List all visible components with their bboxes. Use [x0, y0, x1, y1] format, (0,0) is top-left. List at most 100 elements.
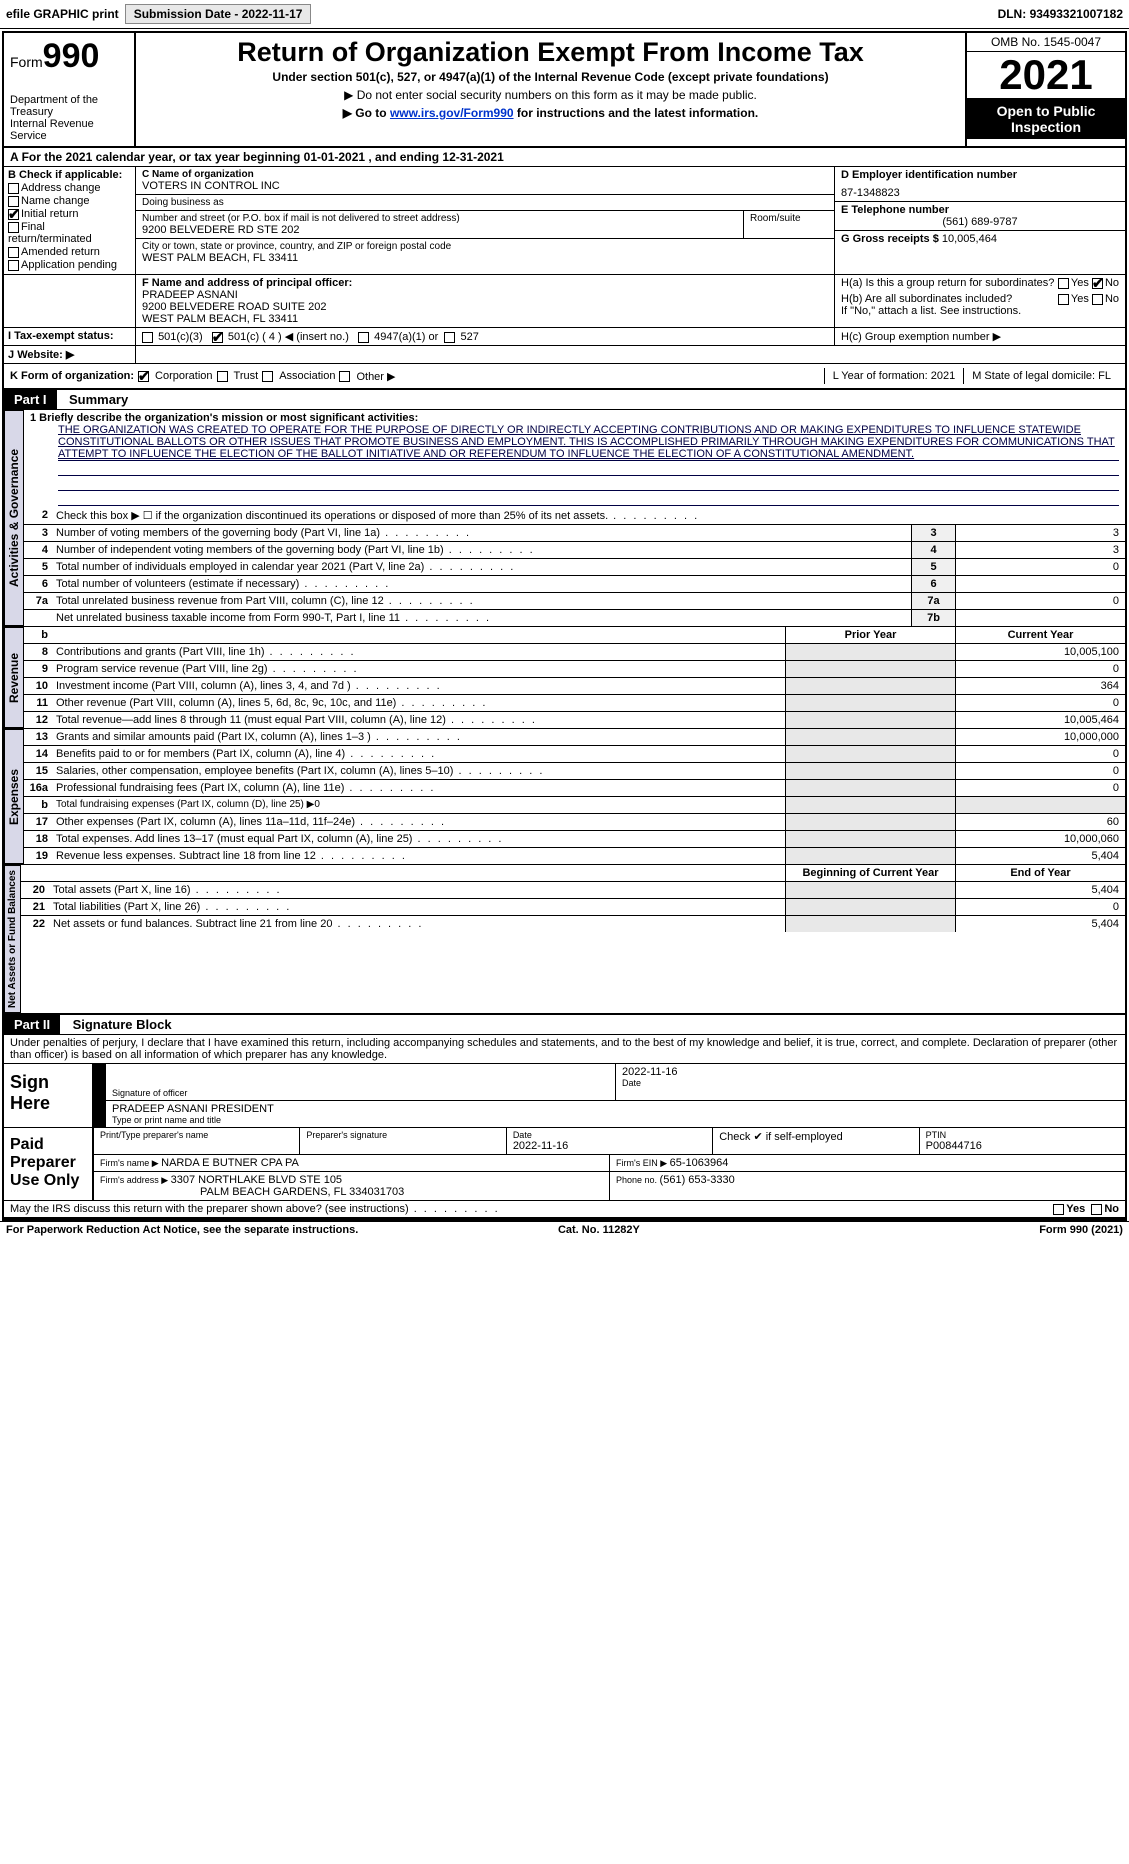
form-subtitle: Under section 501(c), 527, or 4947(a)(1)…: [144, 70, 957, 84]
website-label: J Website: ▶: [4, 346, 136, 363]
line-text: Total revenue—add lines 8 through 11 (mu…: [52, 712, 785, 728]
tab-net-assets: Net Assets or Fund Balances: [4, 865, 21, 1013]
money-line: 17Other expenses (Part IX, column (A), l…: [24, 814, 1125, 831]
sign-date-label: Date: [622, 1078, 1119, 1088]
money-line: 12Total revenue—add lines 8 through 11 (…: [24, 712, 1125, 728]
chk-application-pending[interactable]: Application pending: [8, 259, 131, 271]
line-num: 14: [24, 746, 52, 762]
mission-text: THE ORGANIZATION WAS CREATED TO OPERATE …: [58, 424, 1119, 461]
mission-lead: 1 Briefly describe the organization's mi…: [30, 412, 1119, 424]
part-1-badge: Part I: [4, 390, 57, 409]
paid-preparer-label: Paid Preparer Use Only: [4, 1128, 94, 1200]
prior-value: [785, 797, 955, 813]
chk-amended-return[interactable]: Amended return: [8, 246, 131, 258]
chk-527[interactable]: [444, 332, 455, 343]
line-text: Total expenses. Add lines 13–17 (must eq…: [52, 831, 785, 847]
chk-corporation[interactable]: [138, 371, 149, 382]
tax-status-label: I Tax-exempt status:: [4, 328, 136, 345]
chk-501c[interactable]: [212, 332, 223, 343]
line-value: [955, 610, 1125, 626]
chk-initial-return[interactable]: Initial return: [8, 208, 131, 220]
chk-label: Initial return: [21, 208, 78, 220]
line-box: 5: [911, 559, 955, 575]
prior-value: [785, 831, 955, 847]
part-1-header: Part I Summary: [4, 390, 1125, 410]
beginning-year-header: Beginning of Current Year: [785, 865, 955, 881]
opt-4947: 4947(a)(1) or: [374, 331, 438, 343]
arrow-icon: [94, 1101, 106, 1127]
line-text: Professional fundraising fees (Part IX, …: [52, 780, 785, 796]
line-value: [955, 576, 1125, 592]
line-text: Total assets (Part X, line 16): [49, 882, 785, 898]
gross-receipts-cell: G Gross receipts $ 10,005,464: [835, 231, 1125, 247]
opt-501c: 501(c) ( 4 ) ◀ (insert no.): [228, 331, 349, 343]
h-a-text: H(a) Is this a group return for subordin…: [841, 277, 1054, 289]
footer-left: For Paperwork Reduction Act Notice, see …: [6, 1224, 358, 1236]
tax-status-row: I Tax-exempt status: 501(c)(3) 501(c) ( …: [4, 328, 1125, 346]
chk-address-change[interactable]: Address change: [8, 182, 131, 194]
form-header-left: Form990 Department of the Treasury Inter…: [4, 33, 136, 146]
tax-year: 2021: [967, 52, 1125, 99]
money-line: 11Other revenue (Part VIII, column (A), …: [24, 695, 1125, 712]
submission-date-value: 2022-11-17: [242, 7, 303, 21]
money-line: 15Salaries, other compensation, employee…: [24, 763, 1125, 780]
h-b-no[interactable]: [1092, 294, 1103, 305]
officer-name-title-label: Type or print name and title: [112, 1115, 1119, 1125]
current-value: 5,404: [955, 916, 1125, 932]
officer-addr1: 9200 BELVEDERE ROAD SUITE 202: [142, 301, 828, 313]
note2-post: for instructions and the latest informat…: [514, 106, 759, 120]
chk-trust[interactable]: [217, 371, 228, 382]
line-value: 0: [955, 593, 1125, 609]
firm-addr1: 3307 NORTHLAKE BLVD STE 105: [171, 1174, 342, 1186]
ein-cell: D Employer identification number 87-1348…: [835, 167, 1125, 202]
efile-label: efile GRAPHIC print: [6, 7, 119, 21]
submission-date-button[interactable]: Submission Date - 2022-11-17: [125, 4, 312, 24]
firm-phone-cell: Phone no. (561) 653-3330: [610, 1172, 1125, 1200]
phone-label: E Telephone number: [841, 204, 1119, 216]
ptin-cell: PTIN P00844716: [920, 1128, 1125, 1154]
line-num: 18: [24, 831, 52, 847]
chk-name-change[interactable]: Name change: [8, 195, 131, 207]
form-title: Return of Organization Exempt From Incom…: [144, 37, 957, 68]
chk-501c3[interactable]: [142, 332, 153, 343]
website-text: Website: ▶: [17, 349, 74, 361]
city-label: City or town, state or province, country…: [142, 241, 828, 252]
gov-line: 7aTotal unrelated business revenue from …: [24, 593, 1125, 610]
money-line: 21Total liabilities (Part X, line 26)0: [21, 899, 1125, 916]
city-cell: City or town, state or province, country…: [136, 239, 834, 266]
prior-value: [785, 712, 955, 728]
chk-association[interactable]: [262, 371, 273, 382]
officer-label: F Name and address of principal officer:: [142, 277, 828, 289]
line-text: Total number of individuals employed in …: [52, 559, 911, 575]
preparer-sig-label: Preparer's signature: [306, 1130, 499, 1140]
preparer-date-cell: Date 2022-11-16: [507, 1128, 713, 1154]
discuss-yes[interactable]: [1053, 1204, 1064, 1215]
principal-officer-cell: F Name and address of principal officer:…: [136, 275, 835, 327]
chk-final-return[interactable]: Final return/terminated: [8, 221, 131, 245]
firm-name-label: Firm's name ▶: [100, 1158, 161, 1168]
col-spacer: [49, 865, 785, 881]
h-a-row: H(a) Is this a group return for subordin…: [835, 275, 1125, 291]
firm-addr-label: Firm's address ▶: [100, 1175, 171, 1185]
h-a-yes[interactable]: [1058, 278, 1069, 289]
firm-name-cell: Firm's name ▶ NARDA E BUTNER CPA PA: [94, 1155, 610, 1171]
discuss-no[interactable]: [1091, 1204, 1102, 1215]
line-box: 7b: [911, 610, 955, 626]
open-to-public: Open to Public Inspection: [967, 99, 1125, 139]
col-b-spacer: [4, 275, 136, 327]
irs-link[interactable]: www.irs.gov/Form990: [390, 106, 514, 120]
chk-4947[interactable]: [358, 332, 369, 343]
summary-net-assets: Net Assets or Fund Balances Beginning of…: [4, 865, 1125, 1015]
money-line: 16aProfessional fundraising fees (Part I…: [24, 780, 1125, 797]
signature-block: Under penalties of perjury, I declare th…: [4, 1035, 1125, 1219]
h-a-no[interactable]: [1092, 278, 1103, 289]
prior-value: [785, 780, 955, 796]
opt-trust: Trust: [234, 370, 259, 382]
chk-other[interactable]: [339, 371, 350, 382]
current-value: 0: [955, 763, 1125, 779]
org-name: VOTERS IN CONTROL INC: [142, 180, 828, 192]
col-spacer: [21, 865, 49, 881]
revenue-header-row: b Prior Year Current Year: [24, 627, 1125, 644]
line-text: Salaries, other compensation, employee b…: [52, 763, 785, 779]
h-b-yes[interactable]: [1058, 294, 1069, 305]
